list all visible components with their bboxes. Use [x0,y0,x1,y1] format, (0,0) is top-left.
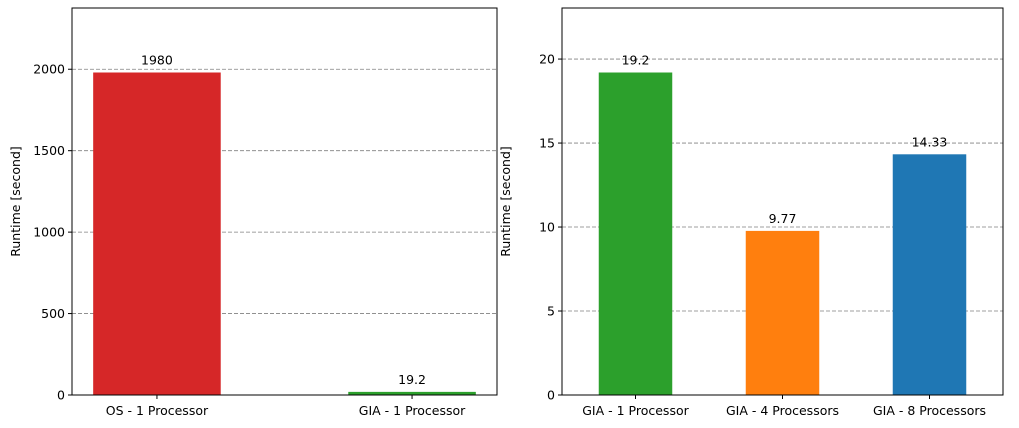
bar [93,72,221,395]
bar [348,391,476,395]
value-label: 19.2 [398,372,426,387]
x-tick-label: OS - 1 Processor [106,403,209,418]
y-tick-label: 5 [547,304,555,319]
y-tick-label: 1000 [33,225,65,240]
x-tick-label: GIA - 4 Processors [726,403,839,418]
bar [892,154,967,395]
y-tick-label: 1500 [33,143,65,158]
value-label: 19.2 [622,53,650,68]
bar [745,230,820,395]
y-axis-label: Runtime [second] [8,146,23,257]
axes-frame [71,7,498,396]
axes-frame [561,7,1004,396]
x-tick-label: GIA - 8 Processors [873,403,986,418]
value-label: 14.33 [912,134,948,149]
x-tick-label: GIA - 1 Processor [582,403,689,418]
y-tick-label: 500 [41,306,65,321]
y-tick-label: 20 [539,52,555,67]
y-tick-label: 2000 [33,62,65,77]
y-tick-label: 10 [539,220,555,235]
value-label: 1980 [141,53,173,68]
y-tick-label: 0 [57,388,65,403]
y-tick-label: 15 [539,136,555,151]
y-tick-label: 0 [547,388,555,403]
x-tick-label: GIA - 1 Processor [359,403,466,418]
bar [598,72,673,395]
value-label: 9.77 [769,211,797,226]
y-axis-label: Runtime [second] [498,146,513,257]
